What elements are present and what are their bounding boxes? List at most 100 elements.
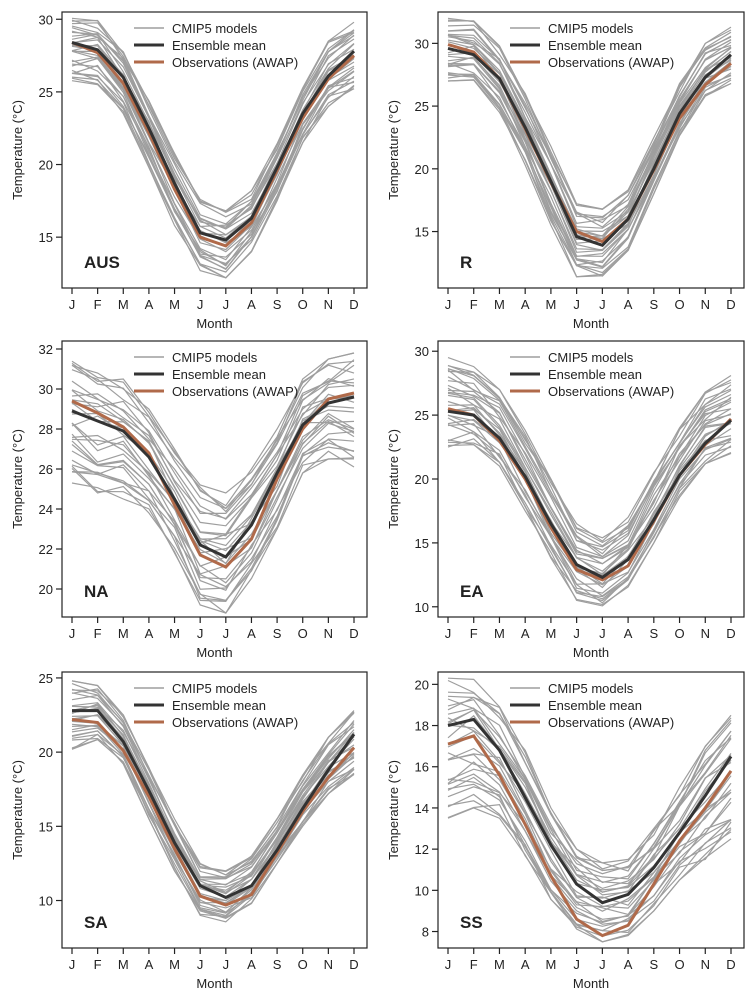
x-tick-label: J xyxy=(197,297,204,312)
cmip5-model-line xyxy=(447,695,732,872)
x-tick-label: A xyxy=(521,297,530,312)
x-axis-title: Month xyxy=(573,316,609,331)
cmip5-model-line xyxy=(71,422,355,580)
plot-frame xyxy=(61,11,368,289)
x-tick-label: S xyxy=(273,957,282,972)
x-tick-label: A xyxy=(521,957,530,972)
cmip5-model-lines xyxy=(447,677,732,943)
x-tick-label: N xyxy=(324,297,333,312)
y-tick-label: 26 xyxy=(39,462,53,477)
cmip5-model-line xyxy=(71,352,355,494)
cmip5-model-line xyxy=(447,29,732,218)
y-tick-label: 20 xyxy=(415,677,429,692)
cmip5-model-line xyxy=(71,76,355,279)
legend-label: Ensemble mean xyxy=(548,38,642,53)
cmip5-model-line xyxy=(71,412,355,567)
cmip5-model-line xyxy=(71,730,355,909)
region-label: SS xyxy=(460,913,483,932)
x-tick-label: J xyxy=(223,626,230,641)
cmip5-model-line xyxy=(447,73,732,274)
x-tick-label: O xyxy=(674,957,684,972)
y-axis-title: Temperature (°C) xyxy=(386,100,401,200)
cmip5-model-line xyxy=(71,30,355,230)
x-tick-label: J xyxy=(573,626,580,641)
cmip5-model-line xyxy=(447,778,732,923)
y-tick-label: 25 xyxy=(39,671,53,686)
x-tick-label: F xyxy=(470,297,478,312)
x-tick-label: N xyxy=(701,626,710,641)
cmip5-model-line xyxy=(71,393,355,544)
x-tick-label: M xyxy=(169,626,180,641)
cmip5-model-line xyxy=(447,414,732,586)
cmip5-model-line xyxy=(447,761,732,920)
x-tick-label: O xyxy=(674,297,684,312)
cmip5-model-line xyxy=(71,409,355,565)
region-label: R xyxy=(460,253,472,272)
legend-label: CMIP5 models xyxy=(548,681,634,696)
cmip5-model-lines xyxy=(447,357,732,607)
y-tick-label: 12 xyxy=(415,842,429,857)
observations-line xyxy=(447,734,733,938)
x-tick-label: J xyxy=(69,297,76,312)
x-tick-label: M xyxy=(494,957,505,972)
legend: CMIP5 models Ensemble mean Observations (A… xyxy=(510,350,674,399)
y-tick-label: 10 xyxy=(39,894,53,909)
cmip5-model-line xyxy=(447,368,732,548)
y-tick-label: 14 xyxy=(415,801,429,816)
ensemble-mean-line xyxy=(72,709,356,900)
legend-label: Observations (AWAP) xyxy=(548,384,674,399)
legend-label: Observations (AWAP) xyxy=(172,715,298,730)
y-tick-label: 30 xyxy=(415,344,429,359)
legend-label: Observations (AWAP) xyxy=(548,715,674,730)
cmip5-model-line xyxy=(71,415,355,575)
cmip5-model-line xyxy=(447,387,732,572)
legend-label: Ensemble mean xyxy=(172,38,266,53)
cmip5-model-line xyxy=(71,458,355,614)
y-tick-label: 20 xyxy=(39,745,53,760)
legend-label: Ensemble mean xyxy=(172,367,266,382)
x-tick-label: A xyxy=(145,626,154,641)
legend-label: Observations (AWAP) xyxy=(172,384,298,399)
cmip5-model-lines xyxy=(71,680,355,923)
x-tick-label: J xyxy=(445,297,452,312)
x-tick-label: A xyxy=(247,297,256,312)
cmip5-model-line xyxy=(447,62,732,258)
x-tick-label: F xyxy=(470,626,478,641)
x-tick-label: O xyxy=(674,626,684,641)
y-tick-label: 15 xyxy=(415,536,429,551)
cmip5-model-line xyxy=(71,56,355,261)
x-tick-label: J xyxy=(599,626,606,641)
legend-label: Ensemble mean xyxy=(172,698,266,713)
cmip5-model-line xyxy=(71,364,355,515)
y-tick-label: 30 xyxy=(39,382,53,397)
x-tick-label: D xyxy=(726,297,735,312)
legend: CMIP5 models Ensemble mean Observations (A… xyxy=(510,21,674,70)
x-tick-label: J xyxy=(223,297,230,312)
y-tick-label: 30 xyxy=(415,36,429,51)
y-axis-title: Temperature (°C) xyxy=(10,429,25,529)
y-tick-label: 18 xyxy=(415,719,429,734)
plot-frame xyxy=(437,11,745,289)
cmip5-model-line xyxy=(447,776,732,924)
y-tick-label: 25 xyxy=(415,408,429,423)
x-tick-label: N xyxy=(701,957,710,972)
y-tick-label: 20 xyxy=(415,472,429,487)
y-tick-label: 15 xyxy=(39,819,53,834)
y-tick-label: 24 xyxy=(39,502,53,517)
cmip5-model-line xyxy=(71,27,355,225)
ensemble-mean-line xyxy=(447,46,732,248)
cmip5-model-line xyxy=(71,450,355,614)
cmip5-model-line xyxy=(71,380,355,520)
x-axis-title: Month xyxy=(196,976,232,991)
cmip5-model-line xyxy=(71,378,355,535)
x-tick-label: J xyxy=(573,957,580,972)
x-tick-label: M xyxy=(169,297,180,312)
cmip5-model-line xyxy=(71,738,355,923)
x-tick-label: A xyxy=(624,957,633,972)
cmip5-model-line xyxy=(447,773,732,925)
